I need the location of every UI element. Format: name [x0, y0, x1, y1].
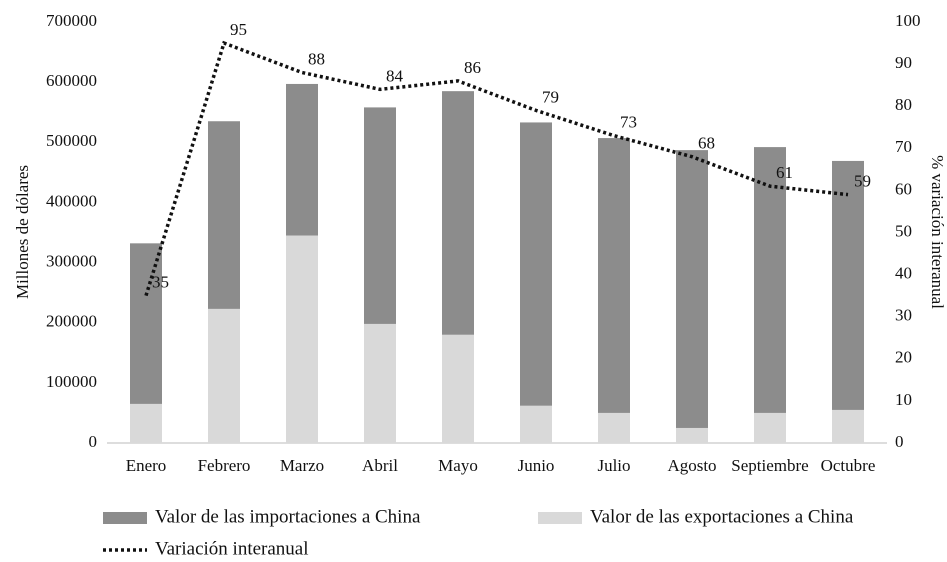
y-tick-label: 400000: [46, 191, 97, 210]
y-tick-label: 100000: [46, 372, 97, 391]
bar: [208, 121, 240, 309]
bar: [442, 334, 474, 443]
data-label: 73: [620, 113, 637, 132]
data-label: 88: [308, 49, 325, 68]
y2-tick-label: 30: [895, 306, 912, 325]
bar: [364, 323, 396, 443]
legend-label: Valor de las importaciones a China: [155, 506, 421, 527]
bar: [676, 427, 708, 443]
y2-tick-label: 20: [895, 348, 912, 367]
bar: [286, 83, 318, 236]
y2-tick-label: 70: [895, 137, 912, 156]
x-tick-label: Marzo: [280, 456, 324, 475]
data-label: 84: [386, 66, 404, 85]
bar: [598, 138, 630, 413]
legend: Valor de las importaciones a China Valor …: [103, 506, 854, 559]
bar: [208, 308, 240, 443]
y2-tick-label: 40: [895, 264, 912, 283]
y2-tick-label: 0: [895, 432, 904, 451]
y-tick-label: 200000: [46, 312, 97, 331]
bar: [520, 122, 552, 406]
y-tick-label: 700000: [46, 11, 97, 30]
y2-tick-label: 80: [895, 95, 912, 114]
data-label: 59: [854, 172, 871, 191]
x-tick-label: Febrero: [198, 456, 251, 475]
bar: [832, 409, 864, 443]
x-tick-label: Junio: [518, 456, 555, 475]
y2-tick-label: 100: [895, 11, 921, 30]
bar: [130, 243, 162, 404]
bar: [286, 235, 318, 443]
x-tick-label: Mayo: [438, 456, 478, 475]
data-label: 95: [230, 20, 247, 39]
x-tick-label: Julio: [597, 456, 630, 475]
data-label: 86: [464, 58, 481, 77]
y-tick-label: 300000: [46, 251, 97, 270]
y-tick-label: 0: [89, 432, 98, 451]
x-tick-label: Enero: [126, 456, 167, 475]
x-tick-label: Septiembre: [731, 456, 808, 475]
y2-tick-label: 10: [895, 390, 912, 409]
y2-tick-label: 90: [895, 53, 912, 72]
legend-swatch: [538, 512, 582, 524]
data-label: 79: [542, 87, 559, 106]
bar: [130, 403, 162, 443]
bar: [598, 412, 630, 443]
x-tick-label: Octubre: [821, 456, 876, 475]
data-label: 68: [698, 134, 715, 153]
x-tick-label: Abril: [362, 456, 398, 475]
line: [144, 40, 849, 297]
bar: [364, 107, 396, 324]
bar: [754, 412, 786, 443]
bar: [442, 91, 474, 335]
legend-label: Variación interanual: [155, 538, 309, 559]
y-tick-label: 600000: [46, 71, 97, 90]
bar: [676, 150, 708, 428]
y2-tick-label: 60: [895, 179, 912, 198]
bar: [754, 147, 786, 413]
y-tick-label: 500000: [46, 131, 97, 150]
bar: [832, 160, 864, 410]
legend-label: Valor de las exportaciones a China: [590, 506, 854, 527]
y2-tick-label: 50: [895, 221, 912, 240]
y-axis-label: Millones de dólares: [13, 165, 32, 299]
data-label: 35: [152, 273, 169, 292]
data-label: 61: [776, 163, 793, 182]
legend-swatch: [103, 512, 147, 524]
y2-axis-label: % variación interanual: [928, 155, 947, 309]
bar: [520, 405, 552, 443]
x-tick-label: Agosto: [667, 456, 716, 475]
